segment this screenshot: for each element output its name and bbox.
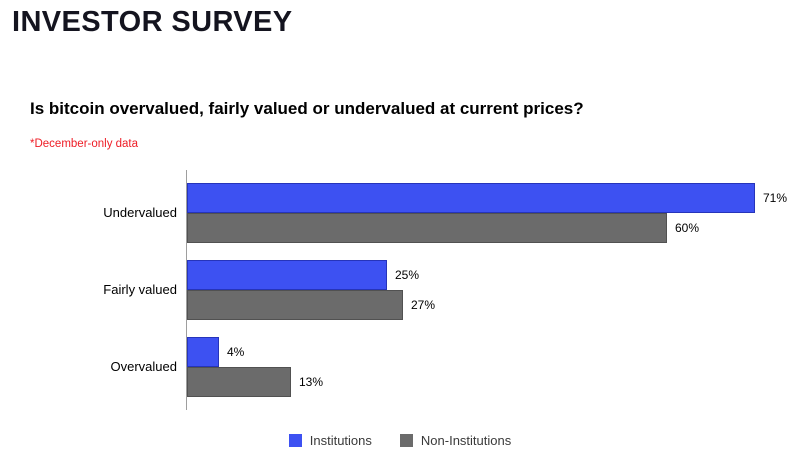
bar-non-institutions-undervalued [187,213,667,243]
value-label-non-institutions-undervalued: 60% [675,221,700,235]
page-title: INVESTOR SURVEY [12,6,293,38]
legend-swatch-non-institutions [399,434,413,447]
value-label-institutions-overvalued: 4% [227,345,245,359]
chart-question: Is bitcoin overvalued, fairly valued or … [30,99,584,118]
value-label-non-institutions-overvalued: 13% [299,375,324,389]
category-label-fairly-valued: Fairly valued [103,282,177,297]
category-axis-labels: Undervalued Fairly valued Overvalued [0,172,177,408]
chart-row-undervalued: 71% 60% [187,183,788,243]
chart-legend: Institutions Non-Institutions [0,433,800,448]
value-label-non-institutions-fairly-valued: 27% [411,298,436,312]
legend-label-non-institutions: Non-Institutions [420,433,512,448]
bar-institutions-overvalued [187,337,219,367]
bar-institutions-fairly-valued [187,260,387,290]
legend-item-institutions: Institutions [288,433,372,448]
chart-row-fairly-valued: 25% 27% [187,260,786,320]
bar-non-institutions-fairly-valued [187,290,403,320]
legend-label-institutions: Institutions [309,433,372,448]
category-label-undervalued: Undervalued [103,205,177,220]
bar-non-institutions-overvalued [187,367,291,397]
legend-item-non-institutions: Non-Institutions [399,433,512,448]
bar-chart: Undervalued Fairly valued Overvalued 71% 60… [0,170,800,410]
value-label-institutions-undervalued: 71% [763,191,788,205]
bar-institutions-undervalued [187,183,755,213]
chart-plot-area: 71% 60% 25% 27% 4% 13% [186,170,788,410]
chart-row-overvalued: 4% 13% [187,337,786,397]
footnote-december-only: *December-only data [30,138,139,150]
category-label-overvalued: Overvalued [110,359,177,374]
legend-swatch-institutions [288,434,302,447]
value-label-institutions-fairly-valued: 25% [395,268,420,282]
